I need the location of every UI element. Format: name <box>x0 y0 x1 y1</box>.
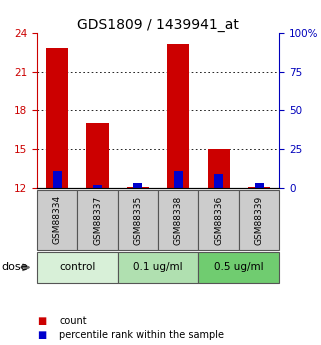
Bar <box>37 190 77 250</box>
Text: GSM88335: GSM88335 <box>134 195 143 245</box>
Text: GSM88338: GSM88338 <box>174 195 183 245</box>
Bar <box>93 185 102 188</box>
Text: 0.5 ug/ml: 0.5 ug/ml <box>214 263 264 272</box>
Bar <box>248 187 270 188</box>
Bar <box>46 48 68 188</box>
Bar <box>134 183 142 188</box>
Bar <box>77 190 118 250</box>
Text: ■: ■ <box>37 331 46 340</box>
Text: dose: dose <box>2 263 28 272</box>
Bar <box>198 252 279 283</box>
Text: control: control <box>59 263 95 272</box>
Bar <box>158 190 198 250</box>
Text: GSM88334: GSM88334 <box>53 195 62 245</box>
Title: GDS1809 / 1439941_at: GDS1809 / 1439941_at <box>77 18 239 32</box>
Bar <box>127 187 149 188</box>
Text: percentile rank within the sample: percentile rank within the sample <box>59 331 224 340</box>
Text: 0.1 ug/ml: 0.1 ug/ml <box>133 263 183 272</box>
Bar <box>174 171 183 188</box>
Bar <box>208 149 230 188</box>
Text: GSM88336: GSM88336 <box>214 195 223 245</box>
Text: ■: ■ <box>37 316 46 326</box>
Bar <box>198 190 239 250</box>
Bar <box>239 190 279 250</box>
Bar <box>214 174 223 188</box>
Bar <box>118 252 198 283</box>
Bar <box>86 123 108 188</box>
Bar <box>255 184 264 188</box>
Bar <box>37 252 118 283</box>
Text: GSM88337: GSM88337 <box>93 195 102 245</box>
Text: count: count <box>59 316 87 326</box>
Bar <box>167 44 189 188</box>
Bar <box>53 171 62 188</box>
Bar <box>118 190 158 250</box>
Text: GSM88339: GSM88339 <box>255 195 264 245</box>
